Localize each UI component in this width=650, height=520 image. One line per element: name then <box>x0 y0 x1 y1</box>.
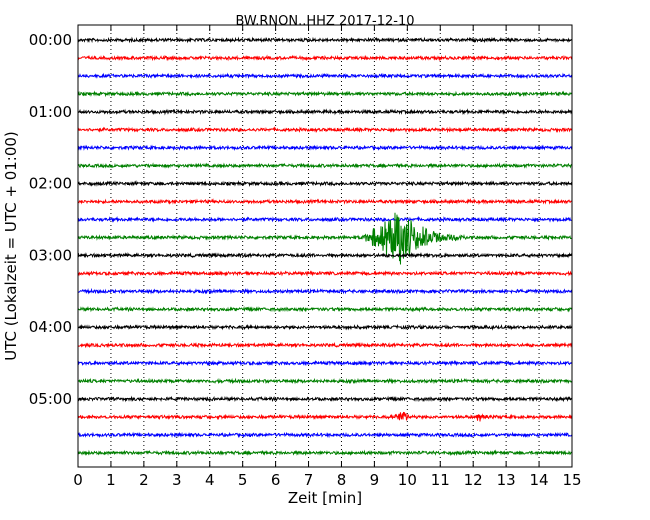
seismic-trace <box>77 54 573 62</box>
x-tick-label: 1 <box>106 471 116 489</box>
x-tick-label: 12 <box>464 471 483 489</box>
x-tick-label: 7 <box>304 471 314 489</box>
x-tick-label: 9 <box>370 471 380 489</box>
plot-frame <box>77 24 573 468</box>
seismic-trace <box>77 287 573 295</box>
y-axis: 00:00 01:00 02:00 03:00 04:00 05:00 <box>29 31 572 408</box>
seismic-trace <box>77 411 573 422</box>
seismic-trace <box>77 359 573 367</box>
seismic-trace <box>77 108 573 116</box>
seismic-trace <box>77 36 573 44</box>
x-tick-label: 2 <box>139 471 149 489</box>
seismic-trace <box>77 144 573 152</box>
seismic-trace <box>77 449 573 457</box>
x-tick-label: 14 <box>530 471 549 489</box>
seismic-trace <box>77 305 573 313</box>
seismic-trace <box>77 341 573 349</box>
y-tick-label: 04:00 <box>29 318 72 336</box>
x-tick-label: 3 <box>172 471 182 489</box>
x-tick-label: 11 <box>431 471 450 489</box>
seismic-trace <box>77 90 573 98</box>
x-tick-label: 10 <box>398 471 417 489</box>
seismic-trace <box>77 162 573 169</box>
x-tick-label: 13 <box>497 471 516 489</box>
x-tick-label: 5 <box>238 471 248 489</box>
seismic-trace <box>77 212 573 265</box>
seismic-trace <box>77 72 573 80</box>
chart-title: BW.RNON..HHZ 2017-12-10 <box>235 14 414 29</box>
seismic-trace <box>77 395 573 403</box>
seismic-trace <box>77 431 573 439</box>
seismic-trace <box>77 198 573 206</box>
seismic-trace <box>77 126 573 134</box>
seismic-trace <box>77 377 573 385</box>
y-axis-label: UTC (Lokalzeit = UTC + 01:00) <box>2 131 20 361</box>
seismic-trace <box>77 252 573 259</box>
x-tick-label: 4 <box>205 471 215 489</box>
x-axis: 0 1 2 3 4 5 6 7 8 9 10 11 12 13 14 15 <box>73 25 582 489</box>
seismic-trace <box>77 180 573 188</box>
seismic-trace <box>77 323 573 331</box>
y-tick-label: 00:00 <box>29 31 72 49</box>
seismic-trace <box>77 215 573 223</box>
x-axis-label: Zeit [min] <box>288 489 362 507</box>
x-tick-label: 15 <box>562 471 581 489</box>
y-tick-label: 03:00 <box>29 246 72 264</box>
x-tick-label: 8 <box>337 471 347 489</box>
trace-group <box>77 36 573 457</box>
y-tick-label: 01:00 <box>29 103 72 121</box>
y-tick-label: 02:00 <box>29 175 72 193</box>
y-tick-label: 05:00 <box>29 390 72 408</box>
x-tick-label: 6 <box>271 471 281 489</box>
seismic-trace <box>77 270 573 277</box>
x-tick-label: 0 <box>73 471 83 489</box>
